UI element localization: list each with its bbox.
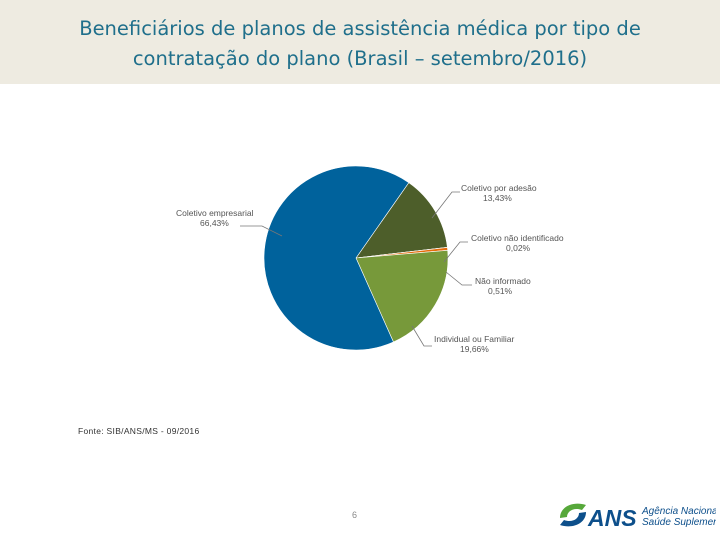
source-note: Fonte: SIB/ANS/MS - 09/2016 <box>78 426 200 436</box>
slice-label-empresarial-value: 66,43% <box>200 218 229 228</box>
title-line-1: Beneficiários de planos de assistência m… <box>79 17 641 40</box>
ans-logo: ANS Agência Nacional de Saúde Suplementa… <box>560 503 716 531</box>
slice-label-empresarial-name: Coletivo empresarial <box>176 208 254 218</box>
slice-label-individual-name: Individual ou Familiar <box>434 334 514 344</box>
slice-label-adesao-value: 13,43% <box>483 193 512 203</box>
title-line-2: contratação do plano (Brasil – setembro/… <box>132 47 588 70</box>
ans-logo-acronym: ANS <box>587 505 637 531</box>
title-band <box>0 0 720 84</box>
slice-label-nao-identificado-value: 0,02% <box>506 243 531 253</box>
slide-title: Beneficiários de planos de assistência m… <box>30 14 690 74</box>
pie-slices <box>263 165 449 351</box>
pie-slice-4 <box>263 165 410 351</box>
leader-line-individual <box>411 325 432 347</box>
slice-labels: Coletivo por adesão 13,43% Coletivo não … <box>176 183 564 354</box>
leader-line-nao-identificado <box>443 241 468 263</box>
ans-logo-name-line-1: Agência Nacional de <box>641 506 716 517</box>
ans-logo-mark <box>560 503 586 527</box>
pie-slice-3 <box>355 250 449 343</box>
slice-label-nao-identificado-name: Coletivo não identificado <box>471 233 564 243</box>
pie-slice-0 <box>355 182 448 259</box>
leader-line-nao-informado <box>445 271 472 286</box>
slice-label-nao-informado-value: 0,51% <box>488 286 513 296</box>
slice-label-adesao-name: Coletivo por adesão <box>461 183 537 193</box>
slice-label-individual-value: 19,66% <box>460 344 489 354</box>
leader-line-adesao <box>431 191 460 219</box>
leader-line-empresarial <box>240 225 283 237</box>
leader-lines <box>240 191 472 347</box>
ans-logo-name-line-2: Saúde Suplementar <box>642 517 716 528</box>
slice-label-nao-informado-name: Não informado <box>475 276 531 286</box>
pie-chart: Coletivo por adesão 13,43% Coletivo não … <box>176 165 564 354</box>
page-number: 6 <box>352 510 358 520</box>
